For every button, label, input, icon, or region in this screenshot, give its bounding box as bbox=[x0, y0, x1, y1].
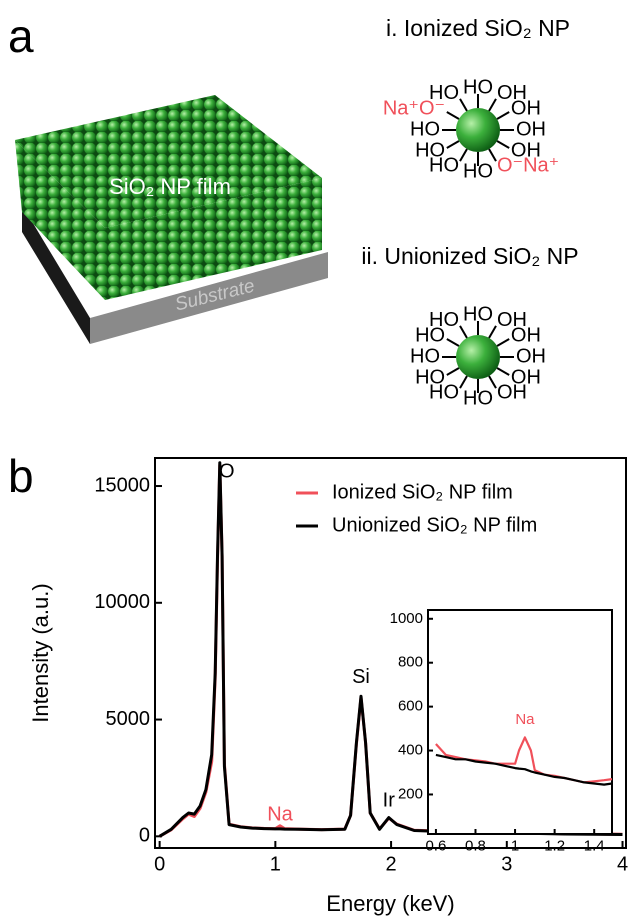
bond bbox=[497, 112, 509, 119]
x-axis-label: Energy (keV) bbox=[326, 891, 454, 916]
functional-group: HO bbox=[463, 76, 493, 98]
x-tick-label: 0 bbox=[154, 853, 165, 875]
functional-group: HO bbox=[429, 82, 459, 104]
functional-group: HO bbox=[463, 303, 493, 325]
functional-group: HO bbox=[415, 139, 445, 161]
nanoparticle bbox=[456, 108, 500, 152]
film-illustration bbox=[15, 95, 328, 344]
bond bbox=[447, 141, 459, 148]
legend-label: Unionized SiO₂ NP film bbox=[332, 514, 537, 536]
bond bbox=[460, 99, 467, 111]
x-tick-label: 1.2 bbox=[544, 838, 565, 855]
substrate-label: Substrate bbox=[173, 276, 257, 316]
bond bbox=[447, 339, 459, 346]
y-tick-label: 200 bbox=[398, 785, 423, 802]
film-label: SiO₂ NP film bbox=[109, 174, 231, 199]
bond bbox=[497, 141, 509, 148]
page: { "panel_a": { "label": "a", "film_label… bbox=[0, 0, 632, 923]
y-tick-label: 0 bbox=[139, 825, 150, 847]
peak-label: O bbox=[219, 460, 235, 482]
functional-group: OH bbox=[497, 382, 527, 404]
functional-group: HO bbox=[415, 366, 445, 388]
x-tick-label: 4 bbox=[617, 853, 628, 875]
x-tick-label: 1.4 bbox=[584, 838, 605, 855]
y-tick-label: 15000 bbox=[94, 474, 150, 496]
x-tick-label: 1 bbox=[270, 853, 281, 875]
x-tick-label: 0.8 bbox=[465, 838, 486, 855]
functional-group: HO bbox=[410, 118, 440, 140]
y-tick-label: 5000 bbox=[106, 708, 151, 730]
peak-label: Na bbox=[515, 711, 535, 728]
y-axis-label: Intensity (a.u.) bbox=[28, 583, 53, 722]
functional-group: OH bbox=[511, 97, 541, 119]
bond bbox=[460, 326, 467, 338]
panel-label: b bbox=[8, 450, 34, 502]
x-tick-label: 0.6 bbox=[425, 838, 446, 855]
functional-group: HO bbox=[410, 345, 440, 367]
bond bbox=[497, 339, 509, 346]
bond bbox=[497, 368, 509, 375]
functional-group: OH bbox=[511, 324, 541, 346]
x-tick-label: 1 bbox=[511, 838, 519, 855]
peak-label: Ir bbox=[383, 790, 396, 812]
y-tick-label: 800 bbox=[398, 654, 423, 671]
nanoparticle bbox=[456, 335, 500, 379]
y-tick-label: 1000 bbox=[390, 610, 423, 627]
figure: a SiO₂ NP film Substrate i. Ionized SiO₂… bbox=[0, 0, 632, 923]
functional-group: OH bbox=[516, 345, 546, 367]
bond bbox=[447, 368, 459, 375]
functional-group: O⁻Na⁺ bbox=[497, 155, 559, 177]
functional-group: HO bbox=[463, 387, 493, 409]
functional-group: OH bbox=[516, 118, 546, 140]
y-tick-label: 10000 bbox=[94, 591, 150, 613]
y-tick-label: 600 bbox=[398, 698, 423, 715]
panel-label: a bbox=[8, 10, 34, 62]
x-tick-label: 3 bbox=[501, 853, 512, 875]
bond bbox=[489, 99, 496, 111]
molecule-title: ii. Unionized SiO₂ NP bbox=[361, 243, 578, 269]
bond bbox=[447, 112, 459, 119]
peak-label: Na bbox=[267, 804, 293, 826]
functional-group: HO bbox=[429, 309, 459, 331]
peak-label: Si bbox=[352, 666, 370, 688]
x-tick-label: 2 bbox=[386, 853, 397, 875]
bond bbox=[489, 326, 496, 338]
molecule-title: i. Ionized SiO₂ NP bbox=[386, 15, 570, 41]
y-tick-label: 400 bbox=[398, 742, 423, 759]
functional-group: HO bbox=[463, 160, 493, 182]
legend-label: Ionized SiO₂ NP film bbox=[332, 481, 513, 503]
